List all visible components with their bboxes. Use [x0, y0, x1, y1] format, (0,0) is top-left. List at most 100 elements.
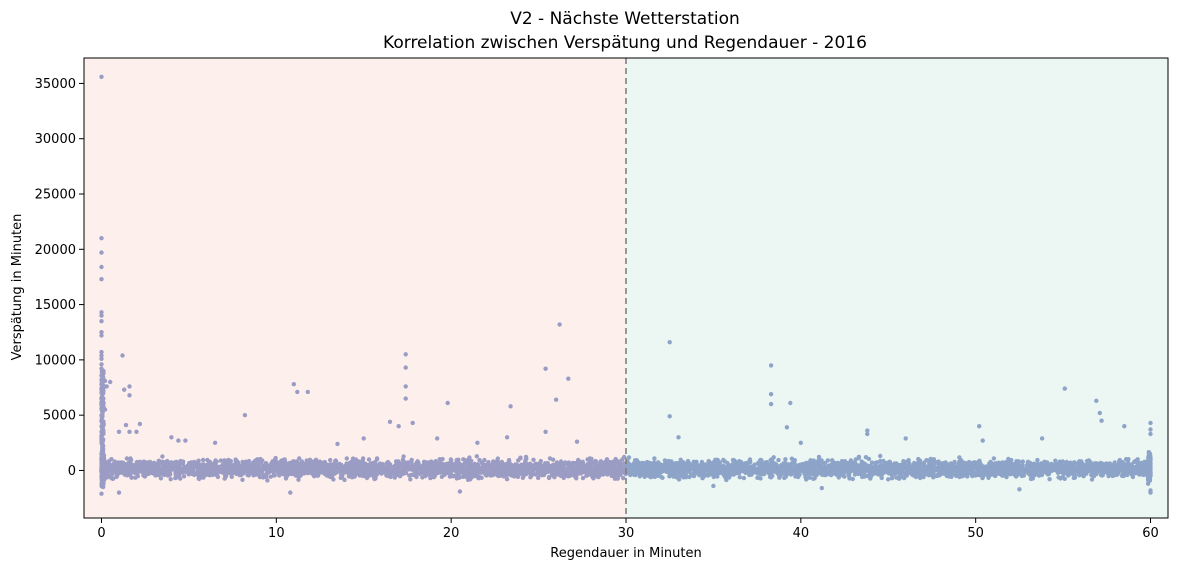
data-point	[218, 465, 223, 470]
data-point	[593, 459, 599, 464]
data-point	[614, 474, 619, 479]
data-point	[206, 470, 212, 475]
data-point	[763, 465, 768, 470]
data-point	[361, 468, 366, 473]
data-point	[1017, 469, 1022, 474]
data-point	[218, 458, 223, 463]
data-point	[869, 460, 875, 465]
data-point	[869, 465, 874, 471]
data-point	[1063, 464, 1068, 469]
data-point	[246, 458, 252, 464]
data-point	[191, 469, 196, 475]
data-point	[733, 459, 738, 464]
data-point	[975, 467, 980, 472]
data-point	[577, 469, 583, 475]
data-point	[1020, 459, 1025, 464]
data-point	[214, 470, 219, 475]
data-point	[758, 476, 763, 481]
data-point	[743, 466, 749, 471]
data-point	[1047, 477, 1052, 482]
data-point	[861, 461, 866, 466]
data-point	[1080, 461, 1085, 467]
data-point	[272, 457, 278, 462]
data-point	[1049, 461, 1054, 467]
data-point	[461, 457, 466, 462]
data-point	[699, 462, 705, 467]
data-point	[290, 460, 295, 465]
data-point	[938, 465, 944, 470]
data-point	[455, 461, 460, 467]
data-point	[385, 463, 390, 468]
data-point	[398, 461, 403, 466]
data-point	[1052, 461, 1058, 467]
data-point	[481, 462, 487, 468]
data-point	[847, 476, 852, 481]
data-point	[195, 469, 201, 475]
data-point	[828, 472, 834, 478]
data-point	[783, 457, 788, 462]
data-point	[523, 454, 529, 460]
data-point	[229, 474, 234, 479]
data-point	[905, 470, 910, 475]
data-point	[878, 471, 883, 476]
data-point	[403, 470, 409, 476]
data-point	[417, 471, 422, 477]
data-point	[427, 460, 433, 465]
data-point	[376, 467, 381, 472]
data-point	[570, 472, 575, 477]
data-point	[759, 465, 764, 471]
data-point	[260, 475, 266, 480]
data-point	[406, 460, 411, 465]
data-point	[417, 467, 422, 472]
data-point	[983, 470, 988, 476]
data-point	[803, 474, 808, 480]
data-point	[1071, 475, 1077, 481]
data-point	[747, 465, 753, 470]
data-point	[109, 457, 114, 462]
data-point	[878, 453, 883, 459]
data-point	[592, 472, 598, 477]
data-point	[891, 462, 896, 467]
data-point	[652, 456, 657, 461]
data-point	[181, 474, 187, 479]
data-point	[708, 463, 713, 468]
data-point	[866, 472, 872, 478]
data-point	[321, 470, 326, 475]
data-point	[474, 454, 479, 459]
data-point	[856, 454, 862, 459]
data-point	[469, 458, 474, 464]
data-point	[127, 471, 133, 477]
data-point	[287, 463, 292, 468]
data-point	[926, 473, 932, 478]
data-point	[676, 477, 682, 482]
data-point	[906, 458, 911, 463]
data-point	[1035, 457, 1040, 463]
data-point	[380, 461, 385, 467]
data-point	[467, 455, 472, 460]
data-point	[408, 477, 413, 482]
data-point	[832, 464, 838, 469]
data-point	[1014, 459, 1019, 464]
data-point	[1007, 471, 1013, 477]
data-point	[617, 464, 622, 469]
data-point	[812, 476, 817, 481]
data-point	[1115, 472, 1120, 477]
data-point	[662, 458, 668, 463]
data-point	[445, 461, 450, 466]
data-point	[730, 465, 735, 470]
data-point	[401, 454, 406, 459]
data-point	[826, 463, 831, 468]
data-point	[1045, 466, 1050, 471]
data-point	[468, 477, 473, 482]
data-point	[1066, 460, 1071, 466]
data-point	[328, 457, 333, 463]
data-point	[520, 475, 526, 480]
data-point	[813, 467, 818, 472]
data-point	[1057, 463, 1063, 468]
data-point	[889, 476, 895, 481]
data-point	[172, 465, 177, 471]
data-point	[1028, 476, 1034, 482]
data-point	[195, 459, 201, 465]
data-point	[613, 456, 618, 462]
